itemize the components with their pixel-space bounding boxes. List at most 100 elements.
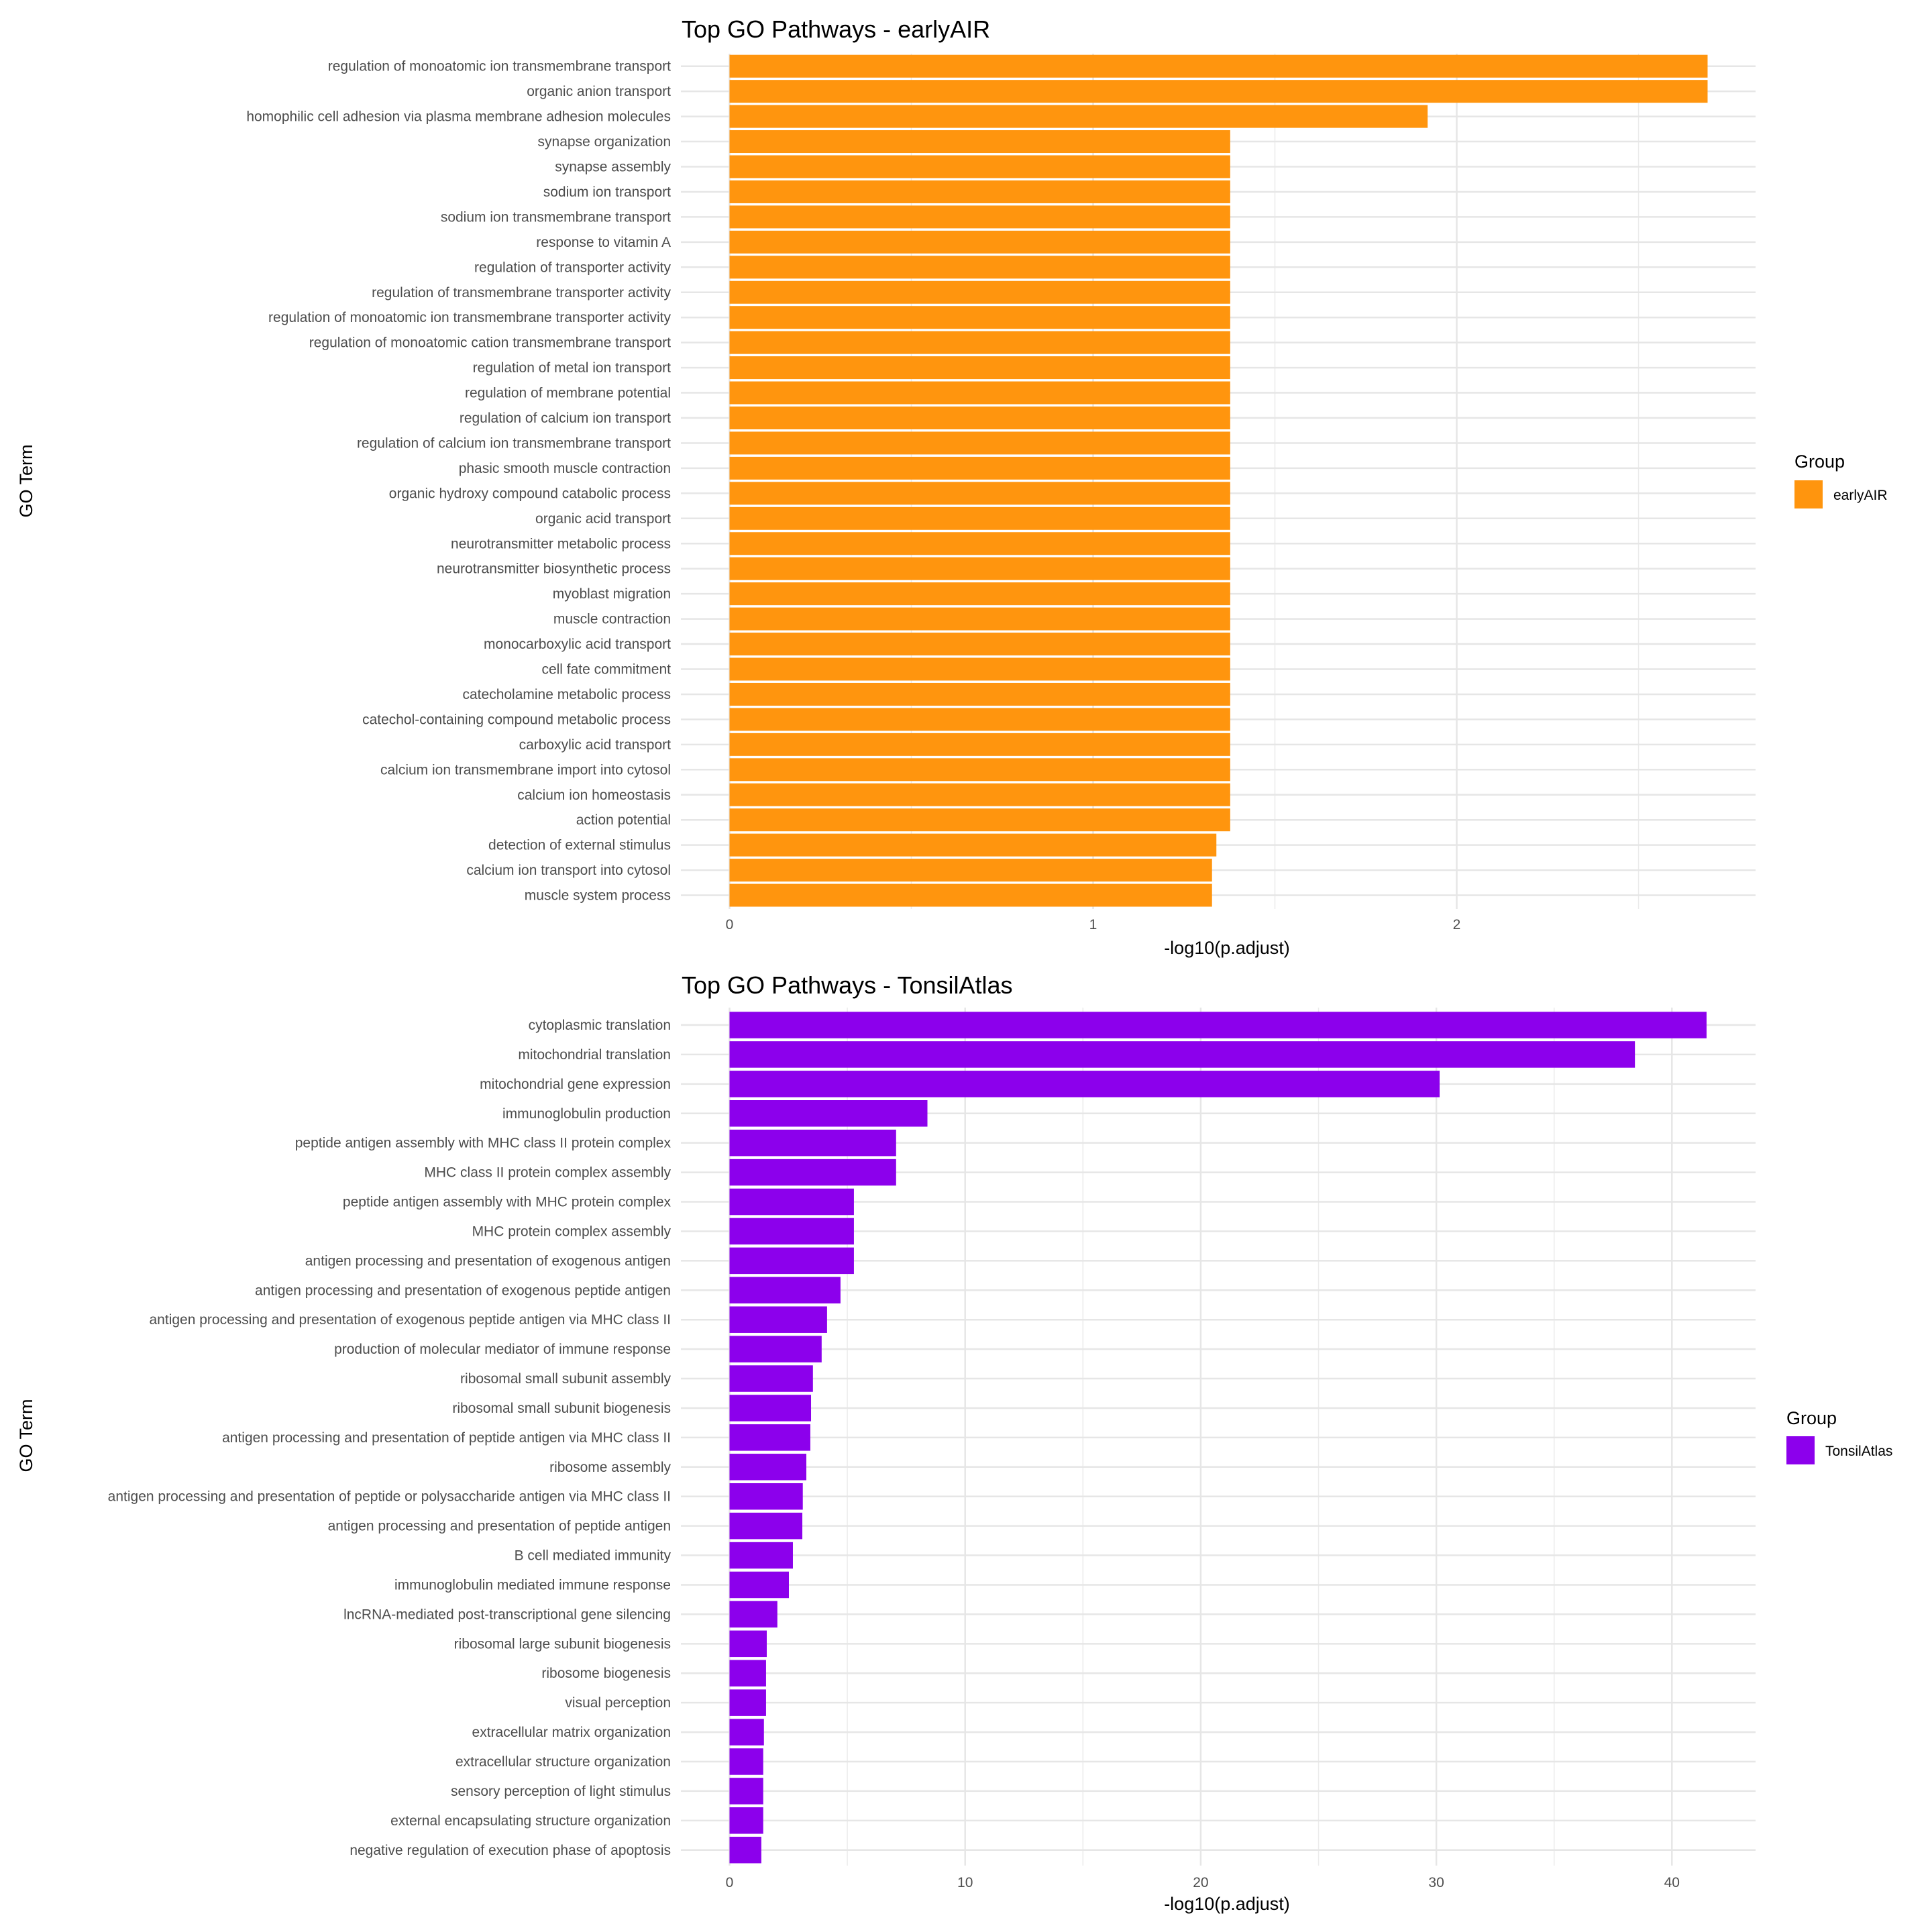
bar-earlyair-4 [729, 155, 1230, 178]
bar-earlyair-2 [729, 105, 1428, 128]
y-tick-label: regulation of monoatomic cation transmem… [309, 335, 671, 351]
y-tick-label: antigen processing and presentation of e… [305, 1253, 671, 1269]
bar-tonsilatlas-3 [729, 1100, 928, 1127]
y-tick-label: mitochondrial gene expression [480, 1077, 671, 1092]
tonsilatlas-x-axis-title: -log10(p.adjust) [1164, 1894, 1290, 1914]
y-tick-label: neurotransmitter metabolic process [451, 536, 671, 551]
y-tick-label: ribosomal small subunit biogenesis [452, 1401, 671, 1416]
bar-tonsilatlas-28 [729, 1837, 761, 1864]
bar-earlyair-13 [729, 381, 1230, 405]
y-tick-label: antigen processing and presentation of p… [328, 1519, 671, 1534]
bar-earlyair-31 [729, 833, 1217, 857]
y-tick-label: catecholamine metabolic process [463, 687, 672, 702]
y-tick-label: antigen processing and presentation of e… [150, 1312, 672, 1328]
bar-earlyair-0 [729, 54, 1708, 78]
bar-earlyair-7 [729, 230, 1230, 254]
y-tick-label: mitochondrial translation [518, 1047, 671, 1063]
bar-tonsilatlas-12 [729, 1365, 813, 1392]
bar-tonsilatlas-21 [729, 1630, 767, 1658]
earlyair-x-axis-ticks: 0 1 2 [726, 917, 1461, 932]
bar-earlyair-21 [729, 582, 1230, 606]
y-tick-label: detection of external stimulus [488, 838, 671, 853]
bar-earlyair-1 [729, 80, 1708, 103]
y-tick-label: MHC class II protein complex assembly [424, 1165, 671, 1181]
bar-earlyair-27 [729, 733, 1230, 756]
bar-tonsilatlas-16 [729, 1483, 803, 1510]
bar-earlyair-26 [729, 708, 1230, 731]
y-tick-label: ribosomal small subunit assembly [460, 1371, 671, 1387]
tonsilatlas-y-axis-labels: cytoplasmic translation mitochondrial tra… [108, 1018, 672, 1858]
bar-tonsilatlas-24 [729, 1719, 764, 1746]
bar-earlyair-15 [729, 431, 1230, 455]
earlyair-legend-title: Group [1794, 451, 1845, 472]
y-tick-label: production of molecular mediator of immu… [334, 1342, 671, 1357]
x-tick-label: 0 [726, 1875, 734, 1890]
y-tick-label: action potential [576, 812, 671, 828]
bar-tonsilatlas-11 [729, 1336, 822, 1362]
y-tick-label: ribosome biogenesis [541, 1666, 671, 1681]
bar-tonsilatlas-9 [729, 1277, 841, 1304]
bar-tonsilatlas-17 [729, 1512, 803, 1540]
y-tick-label: B cell mediated immunity [515, 1548, 672, 1564]
earlyair-bars [729, 54, 1708, 907]
earlyair-legend-label: earlyAIR [1833, 488, 1888, 503]
y-tick-label: cytoplasmic translation [529, 1018, 671, 1033]
bar-earlyair-10 [729, 306, 1230, 329]
earlyair-y-axis-title: GO Term [16, 444, 36, 517]
earlyair-chart-title: Top GO Pathways - earlyAIR [682, 15, 990, 43]
x-tick-label: 40 [1664, 1875, 1680, 1890]
bar-earlyair-12 [729, 356, 1230, 380]
bar-tonsilatlas-1 [729, 1041, 1635, 1068]
y-tick-label: muscle system process [525, 888, 671, 904]
bar-tonsilatlas-7 [729, 1218, 854, 1245]
y-tick-label: regulation of membrane potential [465, 386, 671, 401]
y-tick-label: organic acid transport [535, 511, 671, 527]
y-tick-label: organic hydroxy compound catabolic proce… [389, 486, 671, 501]
bar-earlyair-30 [729, 808, 1230, 832]
bar-earlyair-28 [729, 758, 1230, 782]
y-tick-label: peptide antigen assembly with MHC protei… [343, 1195, 672, 1210]
y-tick-label: regulation of metal ion transport [473, 360, 671, 376]
tonsilatlas-legend-swatch [1786, 1436, 1815, 1464]
y-tick-label: ribosomal large subunit biogenesis [454, 1636, 671, 1652]
earlyair-y-axis-labels: regulation of monoatomic ion transmembra… [246, 59, 671, 904]
bar-earlyair-19 [729, 532, 1230, 555]
bar-earlyair-5 [729, 180, 1230, 203]
earlyair-legend: Group earlyAIR [1794, 451, 1888, 508]
bar-earlyair-6 [729, 205, 1230, 229]
bar-earlyair-32 [729, 859, 1212, 882]
bar-earlyair-16 [729, 456, 1230, 480]
y-tick-label: neurotransmitter biosynthetic process [437, 561, 671, 577]
bar-earlyair-25 [729, 682, 1230, 706]
bar-tonsilatlas-22 [729, 1660, 766, 1686]
y-tick-label: external encapsulating structure organiz… [390, 1813, 671, 1829]
bar-tonsilatlas-25 [729, 1748, 763, 1775]
earlyair-x-axis-title: -log10(p.adjust) [1164, 938, 1290, 958]
y-tick-label: extracellular matrix organization [472, 1725, 671, 1740]
x-tick-label: 30 [1428, 1875, 1444, 1890]
y-tick-label: immunoglobulin production [502, 1106, 671, 1122]
bar-earlyair-3 [729, 130, 1230, 154]
tonsilatlas-bars [729, 1012, 1707, 1864]
bar-tonsilatlas-20 [729, 1601, 777, 1628]
bar-earlyair-14 [729, 407, 1230, 429]
bar-earlyair-18 [729, 506, 1230, 530]
y-tick-label: organic anion transport [527, 84, 671, 99]
y-tick-label: antigen processing and presentation of p… [108, 1489, 671, 1505]
bar-tonsilatlas-23 [729, 1689, 766, 1716]
y-tick-label: calcium ion homeostasis [517, 788, 671, 803]
bar-earlyair-17 [729, 482, 1230, 505]
bar-tonsilatlas-26 [729, 1778, 763, 1805]
y-tick-label: regulation of transporter activity [474, 260, 671, 275]
y-tick-label: antigen processing and presentation of p… [222, 1430, 671, 1446]
bar-tonsilatlas-4 [729, 1129, 896, 1157]
y-tick-label: myoblast migration [553, 586, 671, 602]
y-tick-label: peptide antigen assembly with MHC class … [295, 1136, 672, 1151]
y-tick-label: regulation of calcium ion transmembrane … [357, 435, 671, 451]
y-tick-label: response to vitamin A [536, 235, 671, 250]
tonsilatlas-legend-label: TonsilAtlas [1825, 1444, 1892, 1459]
y-tick-label: synapse organization [538, 134, 671, 150]
y-tick-label: cell fate commitment [541, 662, 671, 678]
bar-tonsilatlas-14 [729, 1424, 810, 1451]
bar-tonsilatlas-8 [729, 1247, 854, 1275]
